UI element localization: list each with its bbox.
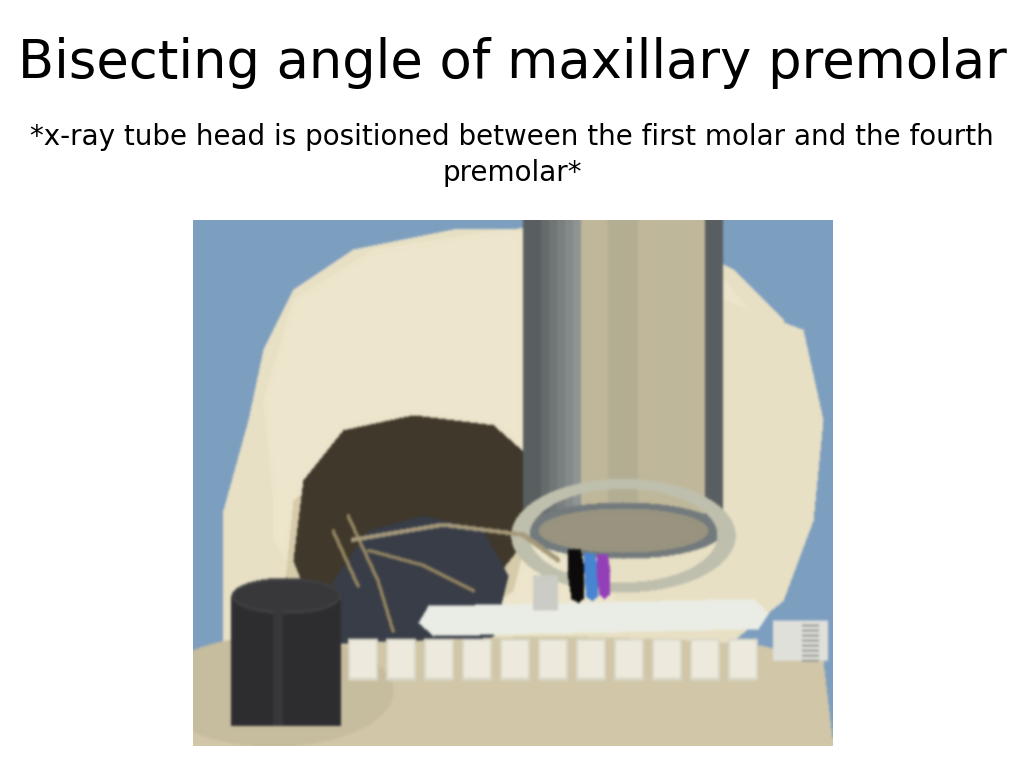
- Text: *x-ray tube head is positioned between the first molar and the fourth: *x-ray tube head is positioned between t…: [30, 123, 994, 151]
- Text: Bisecting angle of maxillary premolar: Bisecting angle of maxillary premolar: [17, 37, 1007, 89]
- Text: premolar*: premolar*: [442, 159, 582, 187]
